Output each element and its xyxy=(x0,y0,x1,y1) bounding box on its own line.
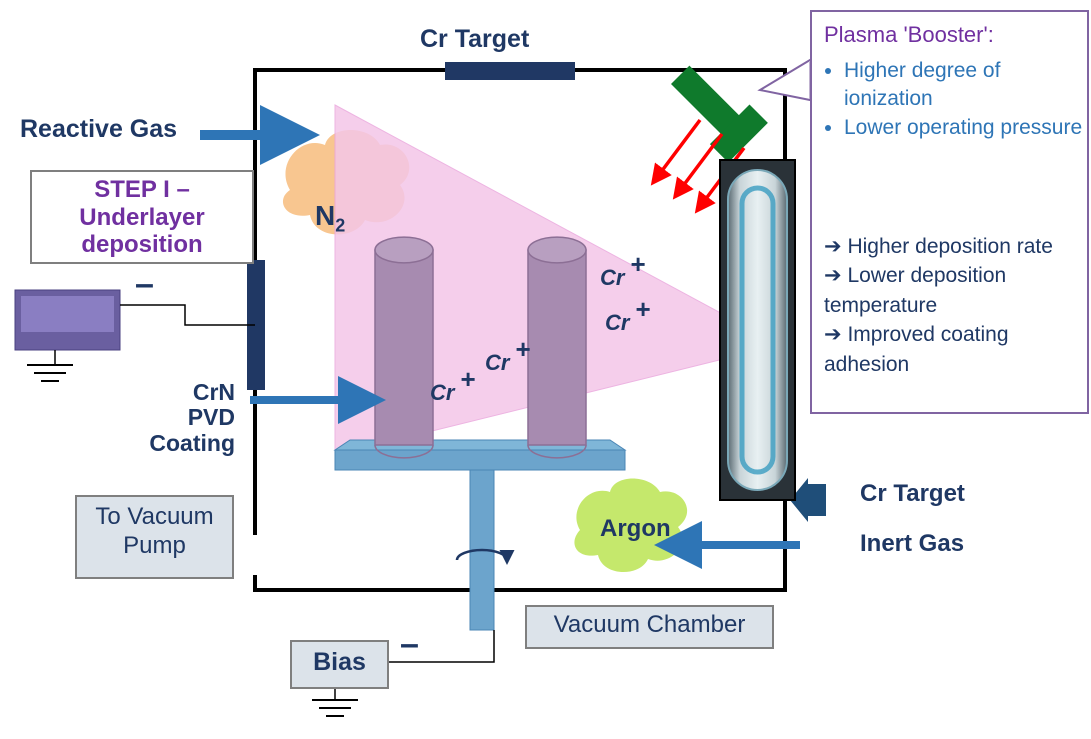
svg-text:+: + xyxy=(515,334,530,364)
cr-target-top-label: Cr Target xyxy=(420,25,529,54)
crn-pvd-label: CrN PVD Coating xyxy=(140,380,235,456)
bias-label: Bias xyxy=(292,648,387,677)
bias-box: Bias xyxy=(290,640,389,689)
svg-text:–: – xyxy=(400,625,419,663)
svg-text:Cr: Cr xyxy=(600,265,626,290)
step-box: STEP I – Underlayer deposition xyxy=(30,170,254,264)
svg-text:+: + xyxy=(460,364,475,394)
arrow-line-1: ➔ Higher deposition rate xyxy=(824,232,1074,261)
callout-box: Plasma 'Booster': Higher degree of ioniz… xyxy=(810,10,1089,414)
svg-text:Cr: Cr xyxy=(430,380,456,405)
cr-target-right-label: Cr Target xyxy=(860,480,965,508)
to-vacuum-label: To Vacuum Pump xyxy=(77,503,232,561)
argon-label: Argon xyxy=(600,515,671,543)
vacuum-chamber-box: Vacuum Chamber xyxy=(525,605,774,649)
svg-text:Cr: Cr xyxy=(605,310,631,335)
callout-title: Plasma 'Booster': xyxy=(824,22,994,48)
n2-label: N2 xyxy=(315,200,345,237)
reactive-gas-label: Reactive Gas xyxy=(20,115,177,144)
inert-gas-label: Inert Gas xyxy=(860,530,964,558)
bullet-1: Higher degree of ionization xyxy=(844,57,1084,114)
arrow-line-3: ➔ Improved coating adhesion xyxy=(824,320,1074,379)
bullet-2: Lower operating pressure xyxy=(844,114,1084,142)
vacuum-chamber-label: Vacuum Chamber xyxy=(527,611,772,639)
callout-bullets: Higher degree of ionization Lower operat… xyxy=(822,57,1084,142)
to-vacuum-box: To Vacuum Pump xyxy=(75,495,234,579)
arrow-line-2: ➔ Lower deposition temperature xyxy=(824,261,1074,320)
callout-arrows: ➔ Higher deposition rate ➔ Lower deposit… xyxy=(824,232,1074,379)
step-title: STEP I – Underlayer deposition xyxy=(32,176,252,259)
svg-text:+: + xyxy=(630,249,645,279)
svg-text:Cr: Cr xyxy=(485,350,511,375)
svg-text:–: – xyxy=(135,265,154,303)
svg-text:+: + xyxy=(635,294,650,324)
